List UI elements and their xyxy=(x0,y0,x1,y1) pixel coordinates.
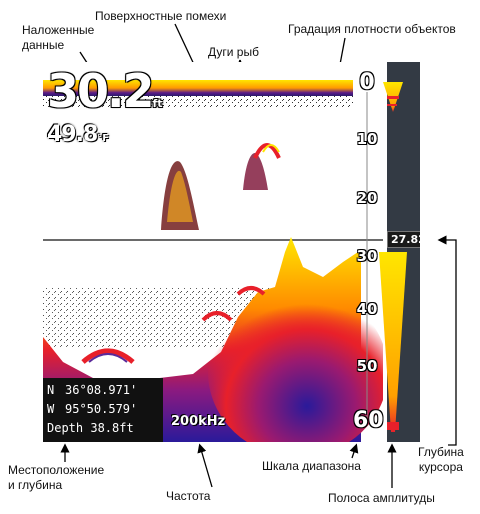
callout-surface-clutter: Поверхностные помехи xyxy=(95,9,226,24)
lon-label: W xyxy=(47,402,55,416)
scale-label-60: 60 xyxy=(353,408,384,433)
pointer-frequency xyxy=(197,443,213,488)
density-core xyxy=(208,287,388,442)
scale-label-30: 30 xyxy=(356,247,378,265)
amplitude-red-tick-3 xyxy=(387,422,399,430)
callout-overlay-data: Наложенные данные xyxy=(22,23,94,53)
lat-value: 36°08.971' xyxy=(65,383,138,397)
temp-unit: °F xyxy=(97,133,110,144)
scale-label-20: 20 xyxy=(356,189,378,207)
depth-readout: 30.2ft xyxy=(47,64,163,118)
scale-label-50: 50 xyxy=(356,357,378,375)
latitude-row: N 36°08.971' xyxy=(47,381,163,400)
callout-cursor-depth-text: Глубина курсора xyxy=(418,445,464,474)
surface-clutter-band xyxy=(43,80,353,96)
scale-label-10: 10 xyxy=(356,130,378,148)
callout-amplitude-bar-text: Полоса амплитуды xyxy=(328,491,435,505)
fish-arch-lower-2 xyxy=(201,311,233,322)
callout-frequency-text: Частота xyxy=(166,489,211,503)
amplitude-lower xyxy=(379,252,407,432)
callout-position-depth: Местоположение и глубина xyxy=(8,463,104,493)
fish-arch-upper-2 xyxy=(262,144,280,153)
callout-overlay-data-text: Наложенные данные xyxy=(22,23,95,52)
surface-clutter-noise xyxy=(43,96,353,108)
depth-row: Depth 38.8ft xyxy=(47,421,134,435)
callout-position-depth-text: Местоположение и глубина xyxy=(8,463,105,492)
fish-school-1-core xyxy=(167,170,193,222)
callout-fish-arches: Дуги рыб xyxy=(208,45,259,60)
amplitude-red-tick-1 xyxy=(387,96,399,99)
frequency-label: 200kHz xyxy=(171,414,226,429)
callout-frequency: Частота xyxy=(166,489,210,504)
pointer-cursor-depth xyxy=(437,235,457,446)
fish-arch-lower-1b xyxy=(88,353,128,363)
scale-label-0: 0 xyxy=(359,70,375,95)
callout-cursor-depth: Глубина курсора xyxy=(418,445,464,475)
longitude-row: W 95°50.579' xyxy=(47,400,163,419)
callout-fish-arches-text: Дуги рыб xyxy=(208,45,259,59)
fish-arch-lower-1 xyxy=(81,348,135,364)
lon-value: 95°50.579' xyxy=(65,402,138,416)
scale-label-40: 40 xyxy=(356,300,378,318)
depth-value: 30.2 xyxy=(47,64,154,118)
callout-surface-clutter-text: Поверхностные помехи xyxy=(95,9,227,23)
temp-value: 49.8 xyxy=(47,122,98,147)
callout-range-scale-text: Шкала диапазона xyxy=(262,459,361,473)
fish-school-2 xyxy=(243,152,268,190)
fish-arch-lower-3 xyxy=(236,286,266,296)
sonar-screen: 30.2ft 49.8°F N 36°08.971' W 95°50.579' De… xyxy=(43,62,420,442)
callout-density-gradation: Градация плотности объектов xyxy=(288,22,456,37)
fish-arch-upper xyxy=(253,143,281,159)
temperature-readout: 49.8°F xyxy=(47,122,109,147)
depth-unit: ft xyxy=(152,97,163,110)
amplitude-red-tick-2 xyxy=(387,104,397,106)
pointer-range-scale xyxy=(349,443,359,459)
callout-amplitude-bar: Полоса амплитуды xyxy=(328,491,435,506)
callout-range-scale: Шкала диапазона xyxy=(262,459,361,474)
position-box: N 36°08.971' W 95°50.579' Depth 38.8ft xyxy=(43,378,163,442)
callout-density-gradation-text: Градация плотности объектов xyxy=(288,22,456,36)
lat-label: N xyxy=(47,383,55,397)
cursor-depth-box[interactable]: 27.82 xyxy=(387,231,420,248)
